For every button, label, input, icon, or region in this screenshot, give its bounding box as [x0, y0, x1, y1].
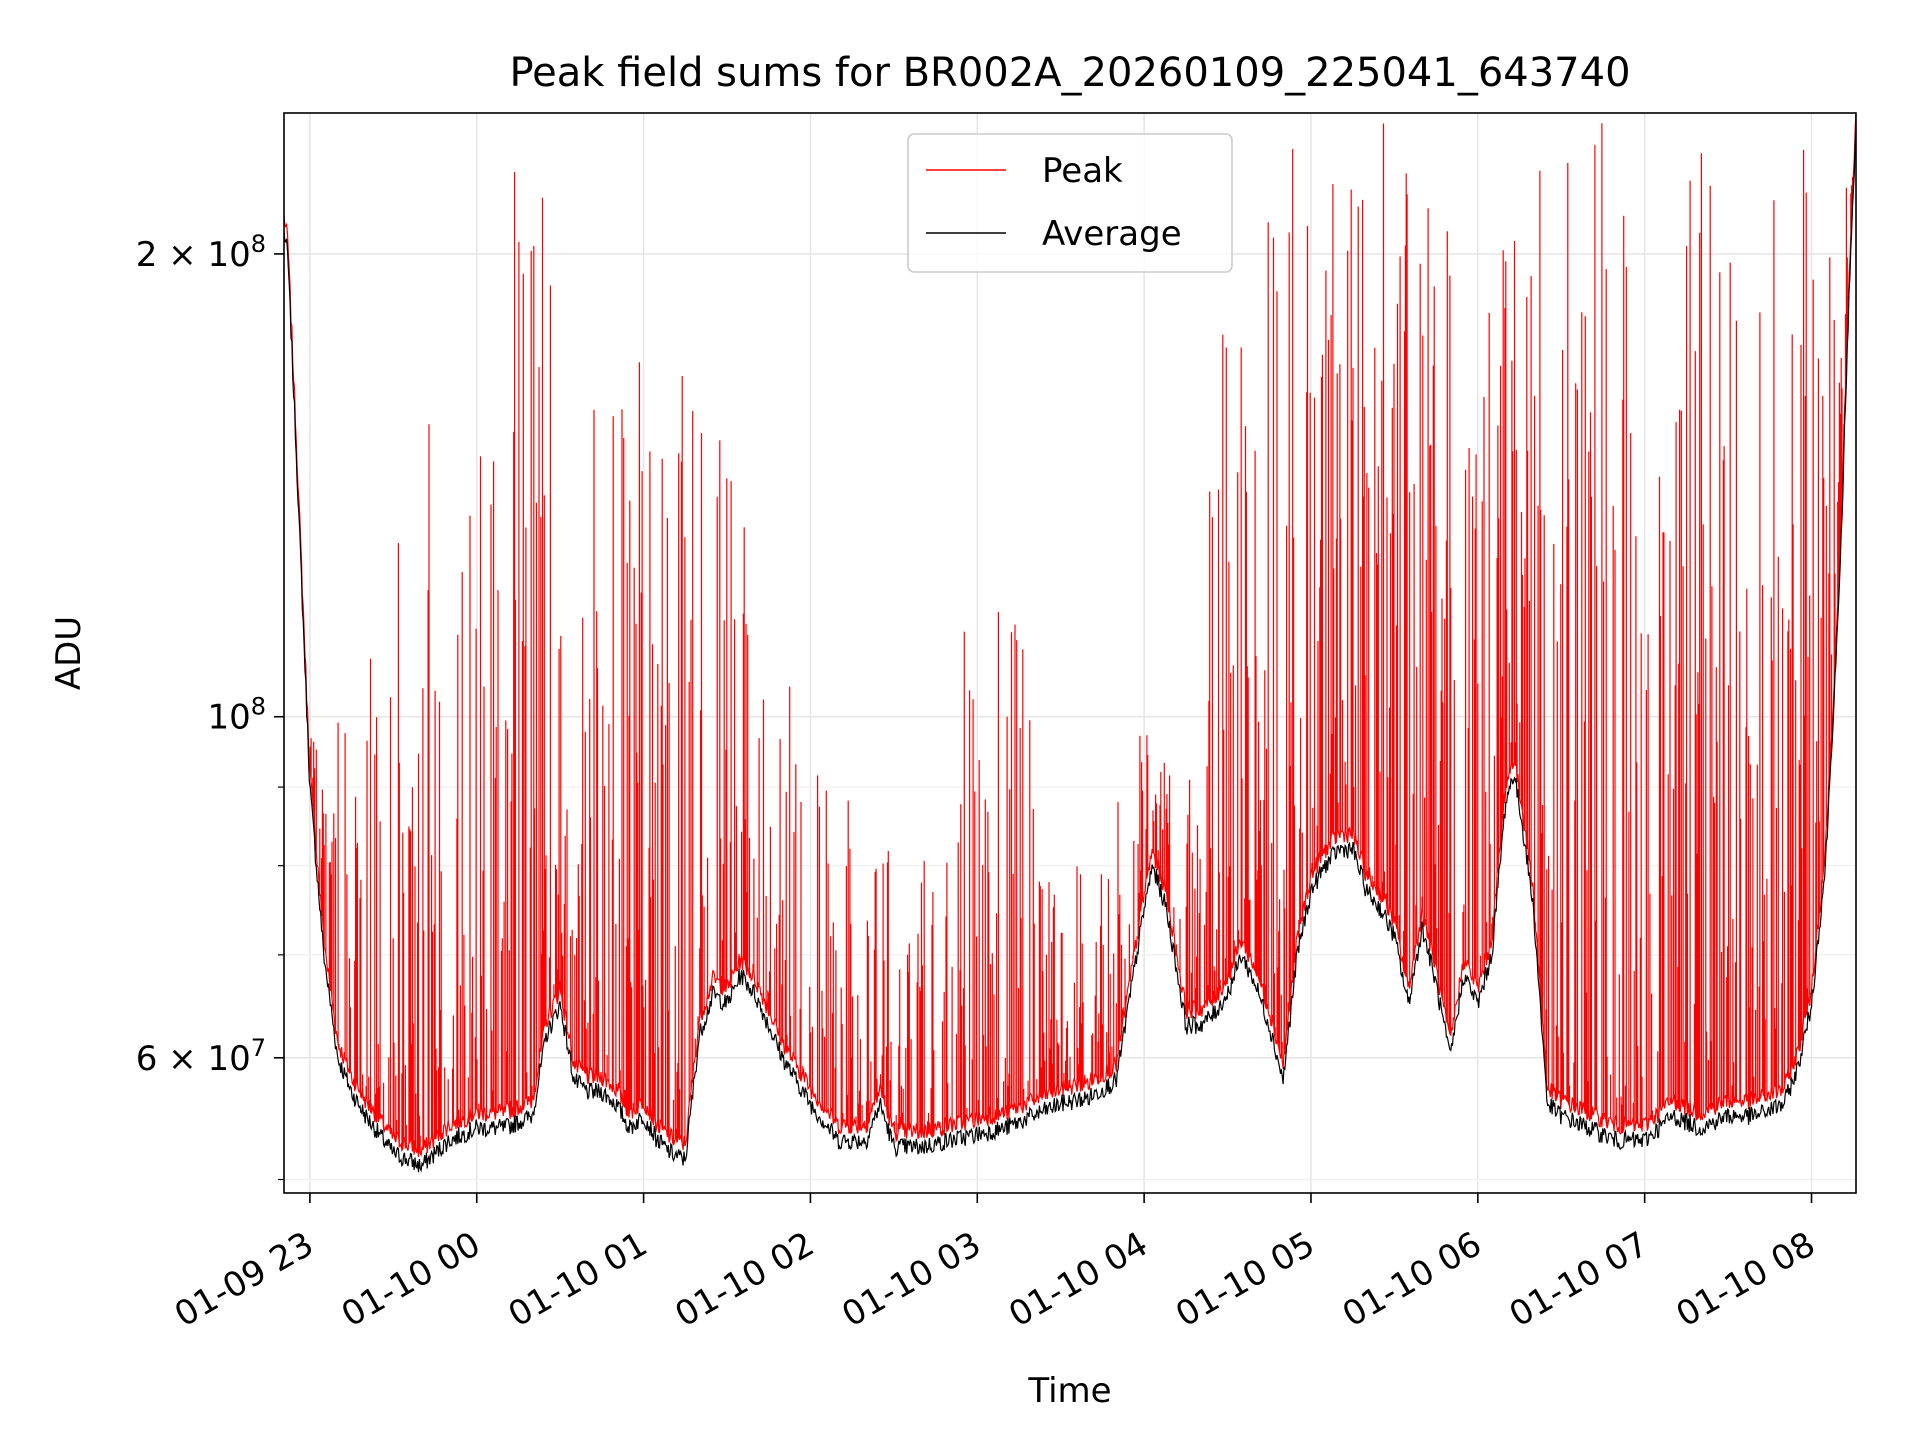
legend-box [907, 133, 1233, 273]
y-tick-label: 108 [207, 693, 266, 738]
series-average-line [284, 127, 1856, 1173]
series-peak-line [284, 113, 1856, 1158]
y-tick-label: 2 × 108 [136, 230, 266, 275]
legend-label-average: Average [1042, 214, 1182, 254]
y-axis: 6 × 107 108 2 × 108 [136, 230, 284, 1181]
plot-area [284, 113, 1856, 1173]
y-axis-label: ADU [49, 616, 89, 690]
y-tick-label: 6 × 107 [136, 1034, 266, 1079]
plot-frame [283, 112, 1857, 1194]
legend: Peak Average [907, 133, 1233, 273]
legend-label-peak: Peak [1042, 151, 1123, 191]
series-layer [284, 113, 1856, 1173]
chart-title: Peak field sums for BR002A_20260109_2250… [509, 50, 1630, 96]
x-axis-label: Time [1027, 1371, 1111, 1411]
